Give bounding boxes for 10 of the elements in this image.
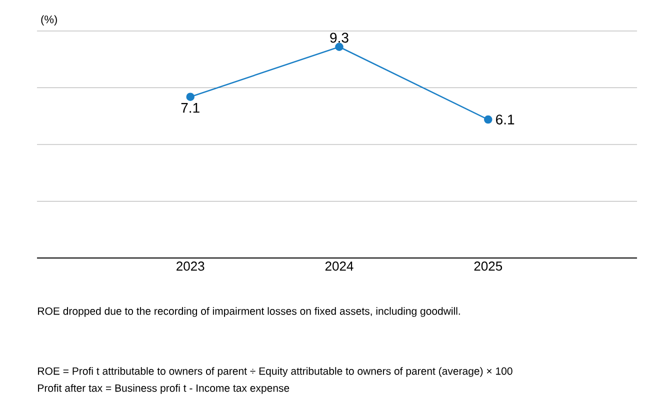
x-tick-label: 2024 — [325, 262, 354, 271]
text: Profit after tax = Business profi t - Income tax expense — [38, 384, 290, 394]
data-label: 6.1 — [496, 114, 514, 124]
data-label: 7.1 — [181, 103, 200, 113]
data-label: 9.3 — [330, 32, 348, 43]
text: ROE = Profi t attributable to owners of parent ÷ Equity attributable to owners of parent (average) × 100 — [38, 367, 512, 377]
x-tick-label: 2023 — [176, 262, 204, 271]
text: ROE dropped due to the recording of impairment losses on fixed assets, including goodwill. — [38, 307, 460, 317]
y-axis-title: (%) — [41, 15, 57, 26]
x-tick-label: 2025 — [474, 262, 502, 271]
